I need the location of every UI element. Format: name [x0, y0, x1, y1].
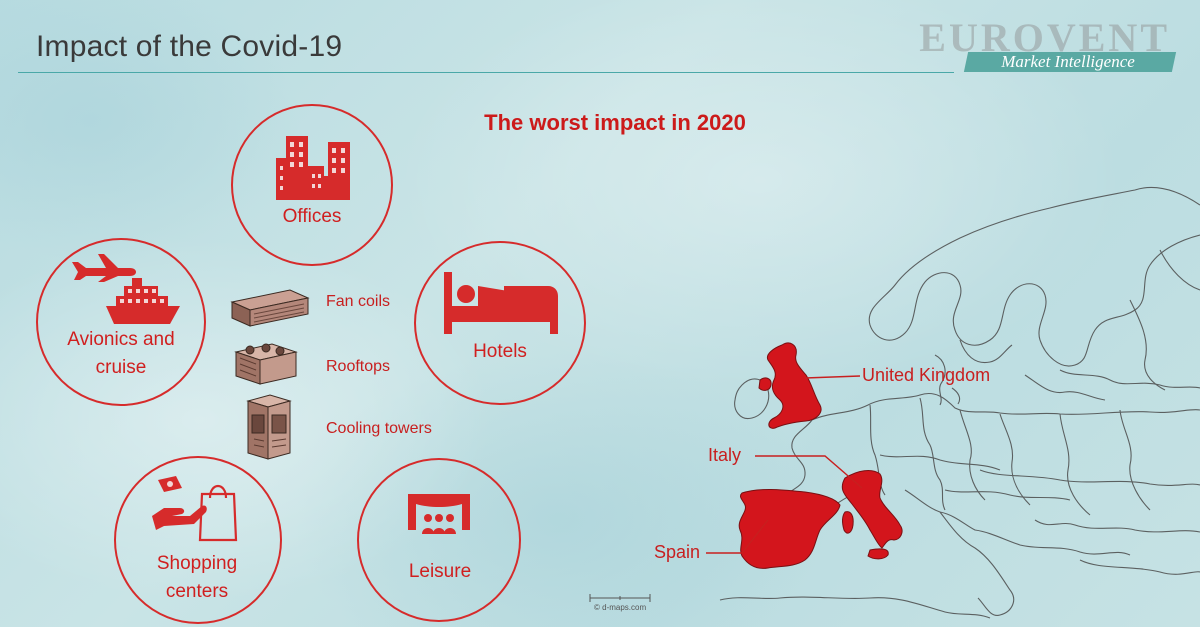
sector-label-avionics-cruise: Avionics and cruise [21, 326, 221, 382]
country-shape-spain [738, 488, 841, 569]
sector-label-shopping-line-1: Shopping [156, 553, 238, 574]
product-label-rooftops: Rooftops [326, 358, 391, 375]
cooling-tower-icon [246, 394, 292, 460]
sector-circle-shopping [114, 456, 282, 624]
label-italy: Italy [708, 445, 742, 465]
logo-subtitle: Market Intelligence [1001, 52, 1135, 71]
title-rule [18, 72, 954, 73]
sector-label-shopping-line-2: centers [165, 581, 229, 602]
sector-label-offices: Offices [282, 206, 342, 227]
sector-circle-hotels [414, 241, 586, 405]
airplane-icon [72, 254, 136, 282]
cruise-ship-icon [106, 278, 180, 324]
leader-lines [706, 375, 863, 554]
sector-label-leisure: Leisure [408, 561, 472, 582]
label-united-kingdom: United Kingdom [862, 365, 991, 385]
sector-circle-offices [231, 104, 393, 266]
headline: The worst impact in 2020 [484, 110, 746, 135]
product-label-cooling-towers: Cooling towers [326, 420, 432, 437]
office-buildings-icon [276, 136, 350, 200]
country-shape-italy [841, 470, 903, 549]
shopping-bag-icon [152, 476, 238, 542]
map-scale-bar [589, 594, 651, 602]
sector-label-avionics-line-1: Avionics and [67, 329, 175, 350]
country-shape-uk [766, 342, 822, 429]
sector-circle-leisure [357, 458, 521, 622]
rooftop-unit-icon [234, 343, 298, 385]
fan-coil-unit-icon [230, 289, 310, 327]
highlighted-countries [738, 342, 903, 569]
sector-label-avionics-line-2: cruise [95, 357, 147, 378]
theater-icon [408, 494, 470, 534]
leader-line-uk [804, 375, 861, 379]
country-shape-sicily [867, 548, 889, 560]
map-credit: © d-maps.com [594, 603, 647, 612]
country-shape-northern-ireland [758, 377, 772, 391]
leader-line-italy [755, 455, 863, 489]
slide-title: Impact of the Covid-19 [36, 30, 343, 63]
product-label-fan-coils: Fan coils [326, 293, 391, 310]
label-spain: Spain [654, 542, 701, 562]
hotel-bed-icon [444, 272, 558, 334]
sector-label-hotels: Hotels [473, 341, 527, 362]
sector-circle-avionics-cruise [36, 238, 206, 406]
sector-label-shopping: Shopping centers [97, 550, 297, 606]
country-shape-sardinia [842, 511, 854, 534]
leader-line-spain [706, 519, 769, 554]
